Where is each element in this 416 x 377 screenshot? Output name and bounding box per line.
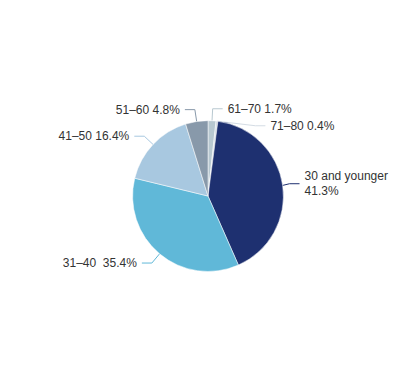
svg-text:71–80 0.4%: 71–80 0.4%: [270, 119, 334, 133]
svg-text:41–50 16.4%: 41–50 16.4%: [59, 129, 130, 143]
svg-text:51–60 4.8%: 51–60 4.8%: [116, 103, 180, 117]
svg-text:30 and younger: 30 and younger: [305, 169, 388, 183]
svg-text:31–40 35.4%: 31–40 35.4%: [63, 256, 137, 270]
svg-text:41.3%: 41.3%: [305, 184, 339, 198]
svg-text:61–70 1.7%: 61–70 1.7%: [228, 102, 292, 116]
